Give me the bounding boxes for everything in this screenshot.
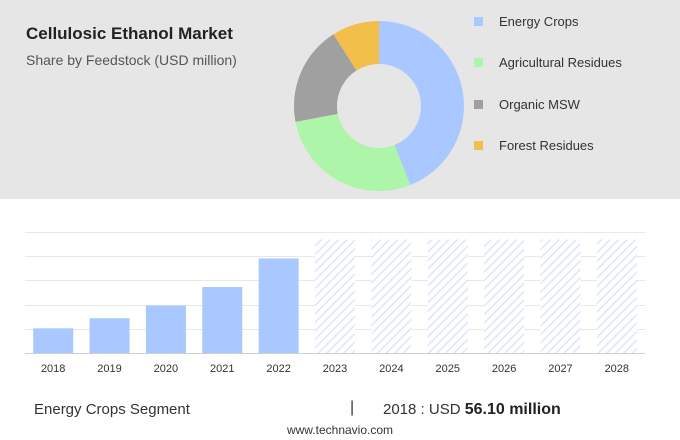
bar-2018 [33,328,74,353]
x-tick-label-2020: 2020 [154,363,178,375]
bar-2019 [89,318,130,353]
x-tick-label-2021: 2021 [210,363,234,375]
bar-2021 [202,287,243,353]
donut-slice-forest-residues [333,21,379,71]
donut-slice-energy-crops [379,21,465,186]
footer-divider: | [350,399,355,416]
x-tick-label-2023: 2023 [323,363,347,375]
bar-2025 [427,239,468,353]
x-tick-label-2019: 2019 [97,363,121,375]
segment-value: 2018 : USD 56.10 million [383,401,561,419]
chart-title: Cellulosic Ethanol Market [26,24,233,43]
donut-slice-agricultural-residues [295,113,411,192]
legend-swatch-energy-crops [474,16,483,26]
legend-label-forest-residues: Forest Residues [499,137,594,153]
legend-swatch-organic-msw [474,99,483,109]
x-tick-label-2024: 2024 [379,363,403,375]
bar-2022 [258,258,299,353]
x-tick-label-2028: 2028 [605,363,629,375]
x-tick-label-2018: 2018 [41,363,65,375]
x-tick-label-2022: 2022 [266,363,290,375]
bar-2023 [315,239,355,353]
donut-slice-organic-msw [294,34,357,122]
bar-2020 [145,305,186,353]
legend-label-organic-msw: Organic MSW [499,96,580,112]
legend-swatch-agricultural-residues [474,57,483,67]
bar-2028 [596,239,637,353]
donut-chart [294,21,465,192]
segment-label: Energy Crops Segment [34,401,190,418]
bar-2027 [540,239,581,353]
source-link[interactable]: www.technavio.com [286,423,394,437]
segment-value-prefix: 2018 : USD [383,401,461,418]
legend-item-energy-crops: Energy Crops [474,12,578,30]
x-tick-label-2026: 2026 [492,363,516,375]
x-tick-label-2025: 2025 [435,363,459,375]
bar-2024 [371,239,412,353]
x-tick-label-2027: 2027 [548,363,572,375]
segment-value-amount: 56.10 million [464,401,561,418]
legend-label-energy-crops: Energy Crops [499,13,579,29]
bar-2026 [484,239,525,353]
legend-item-forest-residues: Forest Residues [474,136,594,154]
legend-item-agricultural-residues: Agricultural Residues [474,53,622,71]
legend-item-organic-msw: Organic MSW [474,95,580,113]
legend-label-agricultural-residues: Agricultural Residues [499,54,622,70]
chart-subtitle: Share by Feedstock (USD million) [26,52,237,68]
legend-swatch-forest-residues [474,140,483,150]
bar-chart: 2018 2019 2020 2021 2022 2023 2024 2025 2026 2027… [25,232,645,375]
